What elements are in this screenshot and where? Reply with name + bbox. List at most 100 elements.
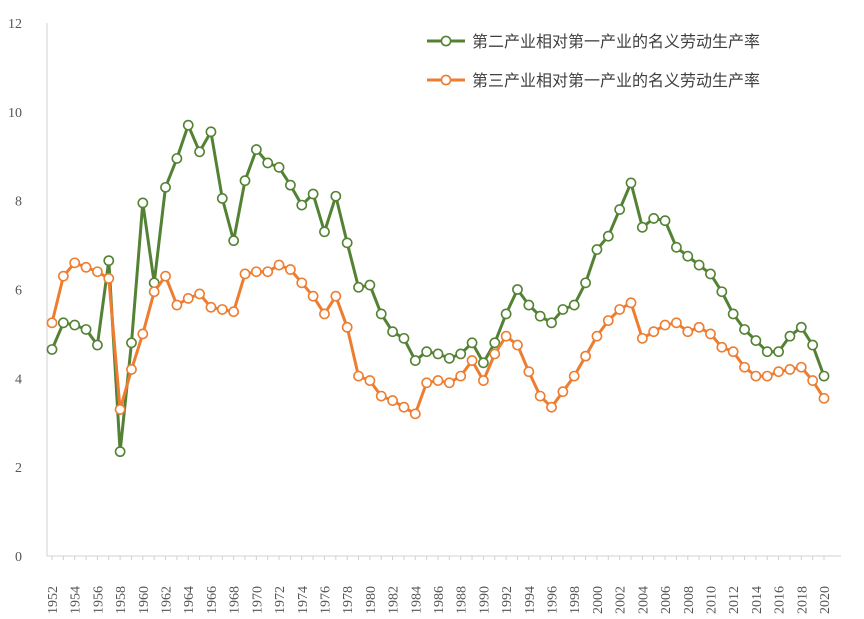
data-point	[205, 126, 217, 138]
x-tick-label: 1952	[46, 586, 61, 614]
data-point	[296, 199, 308, 211]
x-tick-label: 1992	[500, 586, 515, 614]
data-point	[750, 370, 762, 382]
data-point	[489, 337, 501, 349]
x-tick-label: 1976	[318, 586, 333, 614]
data-point	[205, 301, 217, 313]
legend-item: 第二产业相对第一产业的名义劳动生产率	[427, 32, 760, 51]
data-point	[228, 235, 240, 247]
y-tick-label: 2	[15, 461, 22, 476]
data-point	[568, 299, 580, 311]
data-point	[239, 268, 251, 280]
data-point	[466, 337, 478, 349]
legend-marker	[440, 35, 452, 47]
series-1	[46, 119, 830, 458]
data-point	[80, 324, 92, 335]
y-tick-label: 0	[15, 550, 22, 565]
data-point	[659, 215, 671, 227]
data-point	[761, 370, 773, 382]
data-point	[716, 286, 728, 298]
data-point	[194, 288, 205, 300]
x-tick-label: 2000	[591, 586, 606, 614]
data-point	[409, 355, 421, 366]
series-line	[50, 123, 826, 454]
x-tick-label: 1986	[432, 586, 447, 614]
y-tick-label: 12	[8, 17, 22, 32]
data-point	[114, 404, 126, 415]
data-point	[273, 259, 285, 271]
data-point	[512, 284, 523, 295]
x-tick-label: 1964	[182, 586, 197, 614]
data-point	[319, 226, 330, 238]
x-tick-label: 1990	[477, 586, 492, 614]
x-tick-label: 1956	[91, 586, 106, 614]
data-point	[432, 375, 444, 386]
x-tick-label: 2012	[727, 586, 742, 614]
data-point	[614, 204, 626, 215]
data-point	[92, 339, 103, 351]
data-point	[761, 346, 773, 358]
data-point	[784, 364, 796, 375]
series-layer	[46, 119, 830, 458]
data-point	[591, 244, 603, 255]
data-point	[432, 348, 444, 360]
data-point	[69, 257, 81, 269]
data-point	[103, 272, 115, 284]
data-point	[171, 299, 183, 311]
data-point	[580, 350, 591, 362]
data-point	[523, 299, 535, 311]
data-point	[46, 344, 58, 355]
data-point	[818, 370, 830, 382]
x-tick-label: 1984	[409, 586, 424, 614]
data-point	[648, 213, 660, 224]
data-point	[534, 390, 546, 402]
data-point	[500, 308, 512, 320]
data-point	[387, 326, 398, 338]
legend-label: 第二产业相对第一产业的名义劳动生产率	[472, 32, 760, 51]
data-point	[262, 266, 274, 278]
data-point	[57, 270, 69, 282]
x-tick-label: 2020	[818, 586, 833, 614]
data-point	[727, 308, 739, 320]
data-point	[557, 386, 569, 398]
data-point	[364, 279, 376, 291]
x-tick-label: 2010	[704, 586, 719, 614]
data-point	[319, 308, 330, 320]
series-2	[46, 257, 830, 420]
data-point	[557, 304, 569, 315]
data-point	[421, 377, 433, 389]
data-point	[262, 157, 274, 169]
data-point	[636, 221, 648, 233]
data-point	[478, 375, 489, 386]
data-point	[443, 377, 455, 389]
x-tick-label: 1954	[69, 586, 84, 614]
data-point	[546, 401, 557, 413]
data-point	[784, 330, 796, 342]
data-point	[160, 270, 171, 282]
x-tick-label: 1970	[250, 586, 265, 614]
data-point	[671, 317, 682, 329]
data-point	[512, 339, 523, 351]
x-tick-label: 1962	[160, 586, 175, 614]
data-point	[636, 332, 648, 344]
legend-marker	[440, 74, 452, 86]
x-tick-label: 2004	[636, 586, 651, 614]
data-point	[455, 370, 467, 382]
x-tick-label: 2002	[614, 586, 629, 614]
y-tick-label: 8	[15, 195, 22, 210]
data-point	[443, 352, 455, 364]
data-point	[364, 375, 376, 386]
data-point	[818, 392, 830, 404]
data-point	[103, 255, 115, 267]
x-tick-label: 2006	[659, 586, 674, 614]
x-tick-label: 2018	[795, 586, 810, 614]
data-point	[216, 304, 228, 315]
x-tick-label: 1958	[114, 586, 129, 614]
data-point	[341, 237, 353, 249]
x-tick-label: 1980	[364, 586, 379, 614]
data-point	[591, 330, 603, 342]
data-point	[727, 346, 739, 358]
data-point	[182, 292, 194, 304]
data-point	[398, 401, 410, 413]
data-point	[693, 259, 705, 271]
